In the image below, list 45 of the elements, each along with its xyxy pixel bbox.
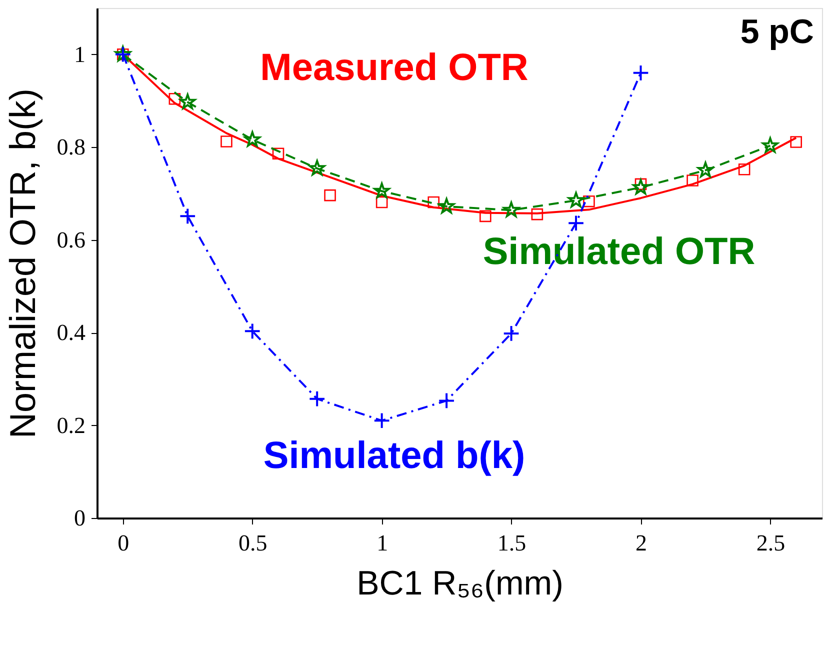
- point: [374, 182, 390, 198]
- point: [480, 210, 492, 222]
- point: [568, 192, 584, 208]
- point: [168, 92, 181, 105]
- series-label: Measured OTR: [260, 47, 528, 90]
- point: [738, 163, 750, 176]
- x-tick-label: 1.5: [497, 530, 526, 556]
- point: [220, 136, 232, 148]
- point: [762, 137, 778, 153]
- point: [568, 214, 584, 232]
- y-tick-label: 0.4: [56, 320, 86, 346]
- point: [308, 390, 326, 408]
- point: [180, 94, 196, 110]
- y-tick-label: 0.2: [56, 412, 86, 438]
- point: [272, 148, 284, 160]
- x-tick-label: 2: [636, 530, 647, 556]
- point: [583, 195, 595, 208]
- point: [373, 412, 390, 430]
- point: [502, 325, 520, 342]
- point: [324, 189, 336, 202]
- y-tick-label: 1: [74, 42, 86, 67]
- y-tick-label: 0: [74, 506, 86, 530]
- point: [632, 64, 650, 82]
- point: [438, 392, 455, 410]
- y-tick-label: 0.8: [56, 134, 86, 160]
- point: [244, 131, 260, 147]
- series-label: Simulated b(k): [263, 434, 526, 477]
- point: [686, 174, 698, 186]
- x-tick-label: 0: [118, 530, 130, 556]
- x-tick-label: 1: [376, 530, 388, 556]
- point: [179, 208, 196, 225]
- point: [531, 208, 544, 220]
- point: [428, 196, 440, 208]
- point: [790, 136, 802, 148]
- point: [376, 196, 388, 208]
- annotation: 5 pC: [740, 13, 814, 51]
- x-tick-label: 0.5: [238, 530, 268, 556]
- point: [697, 162, 714, 178]
- x-axis-title: BC1 R₅₆(mm): [356, 564, 564, 602]
- x-tick-label: 2.5: [756, 530, 786, 556]
- point: [503, 202, 520, 218]
- y-tick-label: 0.6: [56, 227, 86, 252]
- point: [244, 322, 261, 340]
- y-axis-title: Normalized OTR, b(k): [2, 88, 43, 439]
- series-label: Simulated OTR: [482, 230, 756, 273]
